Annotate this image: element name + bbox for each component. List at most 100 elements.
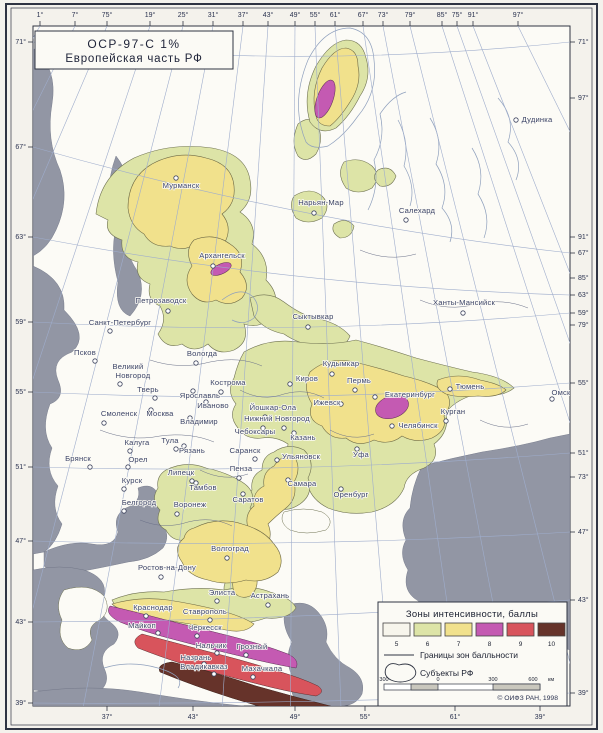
meridian-line xyxy=(33,26,108,200)
outer-border xyxy=(5,3,598,730)
top-graticule-label: 75° xyxy=(102,11,113,19)
legend-swatch-value: 5 xyxy=(395,641,399,648)
city-label: Иваново xyxy=(197,401,229,410)
city-label: Владимир xyxy=(180,417,218,426)
city-label: Элиста xyxy=(209,588,236,597)
city-marker xyxy=(218,389,224,395)
map-title: ОСР-97-С 1% Европейская часть РФ xyxy=(34,30,234,70)
sea-region-scandinavia xyxy=(33,47,65,257)
city-marker xyxy=(194,633,200,639)
city-label: Чебоксары xyxy=(235,427,276,436)
city-label: Грозный xyxy=(237,642,268,651)
city-marker xyxy=(143,613,149,619)
city-label: Курган xyxy=(441,407,466,416)
city-marker xyxy=(125,464,131,470)
city-label: Курск xyxy=(122,476,143,485)
left-graticule-label: 39° xyxy=(15,699,26,707)
city-label: Ханты-Мансийск xyxy=(433,298,495,307)
top-graticule-label: 55° xyxy=(310,11,321,19)
city-label: Екатеринбург xyxy=(385,390,435,399)
top-graticule-label: 25° xyxy=(178,11,189,19)
city-marker xyxy=(107,328,113,334)
city-marker xyxy=(190,388,196,394)
meridian-line xyxy=(158,26,244,706)
city-marker xyxy=(447,386,453,392)
city-label: Самара xyxy=(288,479,317,488)
top-graticule-label: 19° xyxy=(145,11,156,19)
legend-swatches: 5 6 7 8 9 10 xyxy=(382,622,566,648)
city-label: Санкт-Петербург xyxy=(89,318,152,327)
city-label: Псков xyxy=(74,348,96,357)
top-graticule-label: 85° xyxy=(437,11,448,19)
graticule-edge-labels: 1° 7° 75° 19° 25° 31° 37° 43° 49° 55° 61° 67° 73° 79°… xyxy=(15,11,588,721)
legend-title: Зоны интенсивности, баллы xyxy=(406,609,538,620)
city-marker xyxy=(181,443,187,449)
city-label: Тверь xyxy=(137,385,159,394)
city-marker xyxy=(148,407,154,413)
city-label: Омск xyxy=(551,388,571,397)
parallel-line xyxy=(33,312,570,329)
right-graticule-label: 91° xyxy=(578,233,589,241)
city-marker xyxy=(274,457,280,463)
subject-boundaries xyxy=(99,249,529,527)
city-label: Калуга xyxy=(125,438,150,447)
meridian-line xyxy=(409,26,570,665)
bottom-graticule-label: 49° xyxy=(290,713,301,721)
city-marker xyxy=(87,464,93,470)
parallel-line xyxy=(33,531,570,544)
city-label: Воронеж xyxy=(174,500,207,509)
city-label: Ярославль xyxy=(180,391,220,400)
bottom-graticule-label: 43° xyxy=(188,713,199,721)
city-marker xyxy=(260,425,266,431)
legend-swatch-7 xyxy=(444,622,473,637)
city-marker xyxy=(285,477,291,483)
city-marker xyxy=(203,399,209,405)
right-graticule-label: 47° xyxy=(578,528,589,536)
left-graticule-label: 71° xyxy=(15,38,26,46)
city-label: Брянск xyxy=(65,454,91,463)
city-marker xyxy=(338,486,344,492)
top-graticule-label: 49° xyxy=(290,11,301,19)
right-graticule-label: 79° xyxy=(578,321,589,329)
top-graticule-label: 31° xyxy=(208,11,219,19)
city-marker xyxy=(372,394,378,400)
copyright: © ОИФЗ РАН, 1998 xyxy=(497,694,558,702)
city-label: Майкоп xyxy=(128,621,156,630)
city-marker xyxy=(173,446,179,452)
city-label: Кудымкар xyxy=(323,359,360,368)
right-graticule-label: 63° xyxy=(578,291,589,299)
city-marker xyxy=(329,371,335,377)
scale-label-300b: 300 xyxy=(488,677,497,683)
city-marker xyxy=(121,486,127,492)
top-graticule-label: 43° xyxy=(263,11,274,19)
top-graticule-label: 75° xyxy=(452,11,463,19)
right-graticule-label: 71° xyxy=(578,38,589,46)
zone-9-regions xyxy=(134,633,322,697)
meridian-line xyxy=(362,26,463,706)
top-graticule-label: 7° xyxy=(72,11,79,19)
city-label: Махачкала xyxy=(242,664,283,673)
meridian-line xyxy=(33,26,151,380)
city-label: Назрань xyxy=(180,653,211,662)
zone-10-regions xyxy=(159,661,332,706)
meridian-line xyxy=(314,26,342,706)
right-graticule-label: 43° xyxy=(578,596,589,604)
map-layers: Мурманск Нарьян-Мар Салехард Дудинка Арханге… xyxy=(33,26,571,706)
city-marker xyxy=(189,478,195,484)
meridian-line xyxy=(334,26,392,706)
left-graticule-label: 55° xyxy=(15,388,26,396)
city-label: Пенза xyxy=(230,464,253,473)
city-marker xyxy=(460,310,466,316)
parallel-line xyxy=(33,236,570,296)
city-label: Архангельск xyxy=(199,251,245,260)
scale-label-300a: 300 xyxy=(379,677,388,683)
city-marker xyxy=(513,117,519,123)
city-marker xyxy=(210,263,216,269)
city-label: Оренбург xyxy=(333,490,368,499)
meridian-line xyxy=(290,26,296,706)
legend: Зоны интенсивности, баллы 5 6 7 8 9 10 Границ… xyxy=(377,601,568,707)
meridian-line xyxy=(456,26,570,344)
right-graticule-label: 39° xyxy=(578,689,589,697)
city-label: Новгород xyxy=(116,371,151,380)
